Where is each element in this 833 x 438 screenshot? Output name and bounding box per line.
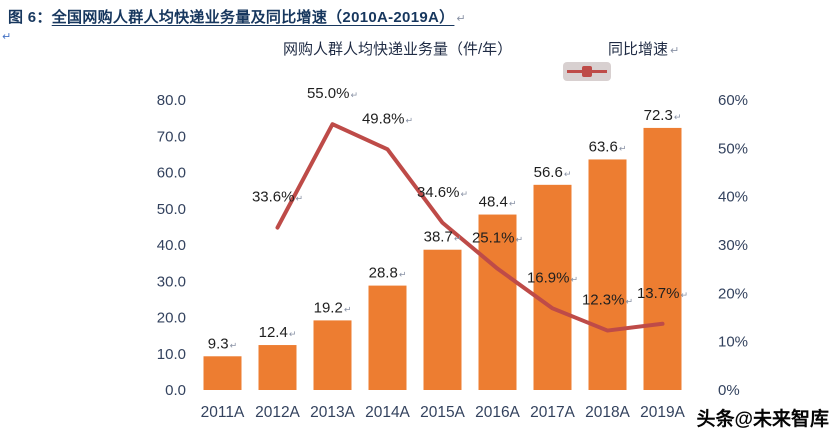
return-mark-icon: ↵ bbox=[344, 304, 352, 314]
return-mark-icon: ↵ bbox=[454, 234, 462, 244]
x-axis-label-2016A: 2016A bbox=[475, 404, 520, 421]
x-axis-label-2019A: 2019A bbox=[640, 404, 685, 421]
left-axis-tick-60.0: 60.0 bbox=[157, 165, 186, 182]
return-mark-icon: ↵ bbox=[626, 297, 634, 307]
line-label-2013A: 55.0%↵ bbox=[307, 85, 358, 102]
return-mark-icon: ↵ bbox=[230, 340, 238, 350]
bar-label-2019A: 72.3↵ bbox=[644, 107, 682, 124]
bar-2016A bbox=[478, 214, 517, 390]
bar-2011A bbox=[203, 356, 242, 390]
return-mark-icon: ↵ bbox=[351, 90, 359, 100]
line-label-2015A: 34.6%↵ bbox=[417, 184, 468, 201]
right-axis-tick-50%: 50% bbox=[718, 140, 748, 157]
figure-caption: 图 6：全国网购人群人均快递业务量及同比增速（2010A-2019A） ↵ bbox=[8, 6, 466, 27]
bar-2018A bbox=[588, 159, 627, 390]
return-mark-icon: ↵ bbox=[461, 189, 469, 199]
figure-caption-number: 图 6： bbox=[8, 9, 52, 26]
line-label-2017A: 16.9%↵ bbox=[527, 269, 578, 286]
return-mark-icon: ↵ bbox=[670, 45, 680, 57]
left-axis-tick-30.0: 30.0 bbox=[157, 273, 186, 290]
growth-rate-line bbox=[275, 122, 665, 333]
legend-bar-series-label: 网购人群人均快递业务量（件/年） bbox=[283, 41, 513, 58]
line-series-legend-marker bbox=[563, 62, 611, 81]
left-axis-tick-40.0: 40.0 bbox=[157, 237, 186, 254]
bar-label-2017A: 56.6↵ bbox=[534, 164, 572, 181]
x-axis-label-2014A: 2014A bbox=[365, 404, 410, 421]
left-axis-tick-20.0: 20.0 bbox=[157, 310, 186, 327]
bar-2015A bbox=[423, 249, 462, 390]
bar-label-2018A: 63.6↵ bbox=[589, 138, 627, 155]
x-axis-label-2013A: 2013A bbox=[310, 404, 355, 421]
bar-label-2012A: 12.4↵ bbox=[259, 324, 297, 341]
paragraph-return-icon: ↵ bbox=[2, 31, 12, 43]
right-axis-tick-20%: 20% bbox=[718, 285, 748, 302]
line-label-2012A: 33.6%↵ bbox=[252, 189, 303, 206]
right-axis-tick-60%: 60% bbox=[718, 92, 748, 109]
bar-label-2013A: 19.2↵ bbox=[314, 299, 352, 316]
right-axis-tick-0%: 0% bbox=[718, 382, 740, 399]
legend-line-series-label: 同比增速 ↵ bbox=[608, 38, 679, 59]
bar-2013A bbox=[313, 320, 352, 390]
line-label-2014A: 49.8%↵ bbox=[362, 110, 413, 127]
left-axis-tick-0.0: 0.0 bbox=[165, 382, 186, 399]
left-axis-tick-10.0: 10.0 bbox=[157, 346, 186, 363]
left-axis-tick-50.0: 50.0 bbox=[157, 201, 186, 218]
x-axis-label-2011A: 2011A bbox=[201, 404, 245, 421]
return-mark-icon: ↵ bbox=[619, 143, 627, 153]
x-axis-label-2012A: 2012A bbox=[255, 404, 300, 421]
bar-2017A bbox=[533, 184, 572, 390]
bar-2012A bbox=[258, 345, 297, 390]
legend-line-series-text: 同比增速 bbox=[608, 41, 669, 58]
bar-2014A bbox=[368, 285, 407, 390]
return-mark-icon: ↵ bbox=[456, 13, 466, 25]
bar-label-2015A: 38.7↵ bbox=[424, 229, 462, 246]
return-mark-icon: ↵ bbox=[289, 329, 297, 339]
right-axis-tick-40%: 40% bbox=[718, 189, 748, 206]
legend-line-marker-icon bbox=[582, 66, 592, 77]
return-mark-icon: ↵ bbox=[509, 199, 517, 209]
right-axis-tick-30%: 30% bbox=[718, 237, 748, 254]
bar-label-2014A: 28.8↵ bbox=[369, 265, 407, 282]
return-mark-icon: ↵ bbox=[681, 290, 689, 300]
return-mark-icon: ↵ bbox=[406, 115, 414, 125]
x-axis-label-2015A: 2015A bbox=[420, 404, 465, 421]
watermark: 头条@未来智库 bbox=[686, 401, 833, 436]
x-axis-label-2018A: 2018A bbox=[585, 404, 630, 421]
return-mark-icon: ↵ bbox=[516, 235, 524, 245]
return-mark-icon: ↵ bbox=[399, 270, 407, 280]
figure-caption-title: 全国网购人群人均快递业务量及同比增速（2010A-2019A） bbox=[51, 9, 455, 26]
line-label-2018A: 12.3%↵ bbox=[582, 292, 633, 309]
left-axis-tick-80.0: 80.0 bbox=[157, 92, 186, 109]
return-mark-icon: ↵ bbox=[674, 112, 682, 122]
line-label-2019A: 13.7%↵ bbox=[637, 285, 688, 302]
return-mark-icon: ↵ bbox=[564, 169, 572, 179]
left-axis-tick-70.0: 70.0 bbox=[157, 128, 186, 145]
return-mark-icon: ↵ bbox=[571, 274, 579, 284]
bar-label-2011A: 9.3↵ bbox=[208, 335, 237, 352]
bar-2019A bbox=[643, 127, 682, 390]
line-label-2016A: 25.1%↵ bbox=[472, 230, 523, 247]
x-axis-label-2017A: 2017A bbox=[530, 404, 575, 421]
right-axis-tick-10%: 10% bbox=[718, 334, 748, 351]
return-mark-icon: ↵ bbox=[296, 194, 304, 204]
bar-label-2016A: 48.4↵ bbox=[479, 194, 517, 211]
